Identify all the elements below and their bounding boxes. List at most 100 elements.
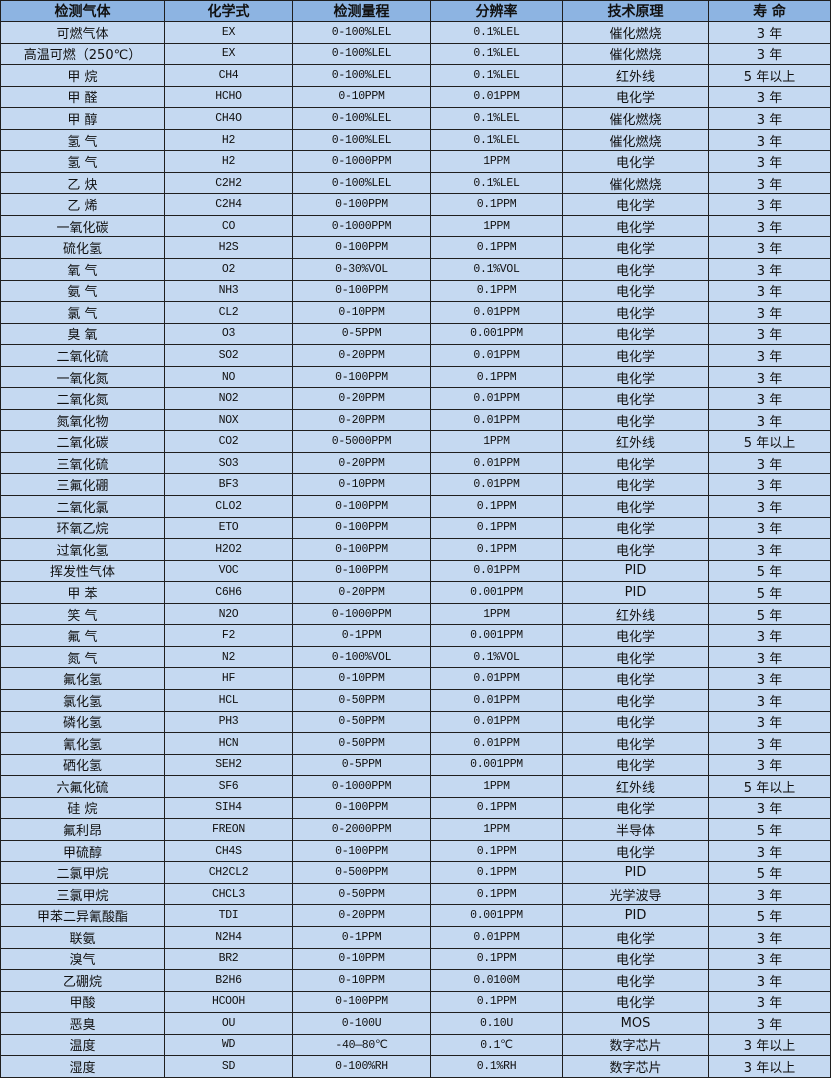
- range-cell: 0-100%LEL: [292, 42, 431, 66]
- table-row: 甲苯二异氰酸酯 TDI 0-20PPM 0.001PPM PID 5 年: [0, 904, 831, 927]
- lifespan-cell: 3 年以上: [708, 1033, 831, 1057]
- principle-cell: 半导体: [562, 818, 709, 841]
- formula-cell: H2S: [164, 236, 293, 260]
- lifespan-cell: 3 年: [708, 42, 831, 66]
- gas-cell: 过氧化氢: [0, 538, 165, 561]
- lifespan-cell: 3 年: [708, 688, 831, 712]
- resolution-cell: 0.001PPM: [430, 624, 563, 647]
- formula-cell: NO: [164, 365, 293, 389]
- lifespan-cell: 5 年: [708, 559, 831, 583]
- gas-cell: 氮 气: [0, 645, 165, 669]
- resolution-cell: 0.1PPM: [430, 947, 563, 971]
- formula-cell: VOC: [164, 559, 293, 583]
- range-cell: 0-100PPM: [292, 495, 431, 518]
- range-cell: 0-5PPM: [292, 753, 431, 777]
- gas-cell: 氨 气: [0, 279, 165, 303]
- range-cell: 0-100%LEL: [292, 21, 431, 44]
- range-cell: 0-1PPM: [292, 624, 431, 647]
- gas-cell: 二氧化碳: [0, 430, 165, 453]
- table-row: 氧 气 O2 0-30%VOL 0.1%VOL 电化学 3 年: [0, 258, 831, 281]
- lifespan-cell: 3 年: [708, 1012, 831, 1035]
- principle-cell: 催化燃烧: [562, 21, 709, 44]
- table-body: 可燃气体 EX 0-100%LEL 0.1%LEL 催化燃烧 3 年高温可燃（250℃） E…: [0, 21, 831, 1078]
- formula-cell: TDI: [164, 904, 293, 927]
- table-row: 温度 WD -40—80℃ 0.1℃ 数字芯片 3 年以上: [0, 1033, 831, 1057]
- range-cell: 0-100PPM: [292, 193, 431, 216]
- resolution-cell: 0.01PPM: [430, 473, 563, 497]
- principle-cell: 催化燃烧: [562, 128, 709, 152]
- resolution-cell: 0.1PPM: [430, 365, 563, 389]
- lifespan-cell: 5 年: [708, 861, 831, 884]
- principle-cell: 电化学: [562, 969, 709, 992]
- lifespan-cell: 5 年: [708, 904, 831, 927]
- gas-cell: 二氯甲烷: [0, 861, 165, 884]
- resolution-cell: 1PPM: [430, 775, 563, 798]
- range-cell: 0-1000PPM: [292, 150, 431, 173]
- principle-cell: 电化学: [562, 301, 709, 324]
- lifespan-cell: 3 年: [708, 193, 831, 216]
- table-row: 硒化氢 SEH2 0-5PPM 0.001PPM 电化学 3 年: [0, 753, 831, 777]
- principle-cell: 电化学: [562, 839, 709, 863]
- principle-cell: 电化学: [562, 451, 709, 475]
- gas-cell: 氯化氢: [0, 688, 165, 712]
- principle-cell: 电化学: [562, 516, 709, 540]
- table-row: 氢 气 H2 0-100%LEL 0.1%LEL 催化燃烧 3 年: [0, 128, 831, 152]
- table-row: 氰化氢 HCN 0-50PPM 0.01PPM 电化学 3 年: [0, 732, 831, 755]
- gas-cell: 乙 烯: [0, 193, 165, 216]
- lifespan-cell: 5 年以上: [708, 775, 831, 798]
- lifespan-cell: 3 年: [708, 365, 831, 389]
- lifespan-cell: 3 年: [708, 451, 831, 475]
- range-cell: 0-2000PPM: [292, 818, 431, 841]
- resolution-cell: 0.1PPM: [430, 882, 563, 906]
- resolution-cell: 0.10U: [430, 1012, 563, 1035]
- principle-cell: PID: [562, 904, 709, 927]
- principle-cell: 电化学: [562, 710, 709, 734]
- table-row: 乙 烯 C2H4 0-100PPM 0.1PPM 电化学 3 年: [0, 193, 831, 216]
- principle-cell: 电化学: [562, 322, 709, 346]
- principle-cell: 电化学: [562, 473, 709, 497]
- formula-cell: O2: [164, 258, 293, 281]
- principle-cell: 电化学: [562, 645, 709, 669]
- formula-cell: O3: [164, 322, 293, 346]
- table-header: 检测气体 化学式 检测量程 分辨率 技术原理 寿 命: [0, 0, 831, 22]
- formula-cell: NO2: [164, 387, 293, 410]
- header-formula: 化学式: [164, 0, 293, 22]
- range-cell: 0-100U: [292, 1012, 431, 1035]
- formula-cell: HCL: [164, 688, 293, 712]
- range-cell: 0-50PPM: [292, 710, 431, 734]
- gas-cell: 硒化氢: [0, 753, 165, 777]
- lifespan-cell: 3 年: [708, 516, 831, 540]
- header-range: 检测量程: [292, 0, 431, 22]
- table-row: 二氯甲烷 CH2CL2 0-500PPM 0.1PPM PID 5 年: [0, 861, 831, 884]
- table-row: 硅 烷 SIH4 0-100PPM 0.1PPM 电化学 3 年: [0, 796, 831, 820]
- resolution-cell: 0.1PPM: [430, 279, 563, 303]
- lifespan-cell: 3 年: [708, 279, 831, 303]
- formula-cell: WD: [164, 1033, 293, 1057]
- range-cell: 0-50PPM: [292, 688, 431, 712]
- lifespan-cell: 3 年: [708, 645, 831, 669]
- lifespan-cell: 3 年: [708, 732, 831, 755]
- formula-cell: BF3: [164, 473, 293, 497]
- table-row: 氯 气 CL2 0-10PPM 0.01PPM 电化学 3 年: [0, 301, 831, 324]
- principle-cell: 催化燃烧: [562, 42, 709, 66]
- resolution-cell: 0.1PPM: [430, 861, 563, 884]
- table-row: 挥发性气体 VOC 0-100PPM 0.01PPM PID 5 年: [0, 559, 831, 583]
- table-row: 二氧化碳 CO2 0-5000PPM 1PPM 红外线 5 年以上: [0, 430, 831, 453]
- resolution-cell: 0.1PPM: [430, 236, 563, 260]
- principle-cell: 电化学: [562, 925, 709, 949]
- table-row: 氯化氢 HCL 0-50PPM 0.01PPM 电化学 3 年: [0, 688, 831, 712]
- lifespan-cell: 3 年: [708, 839, 831, 863]
- table-row: 氮 气 N2 0-100%VOL 0.1%VOL 电化学 3 年: [0, 645, 831, 669]
- range-cell: 0-100PPM: [292, 990, 431, 1014]
- formula-cell: H2: [164, 128, 293, 152]
- lifespan-cell: 3 年: [708, 128, 831, 152]
- table-row: 磷化氢 PH3 0-50PPM 0.01PPM 电化学 3 年: [0, 710, 831, 734]
- range-cell: -40—80℃: [292, 1033, 431, 1057]
- resolution-cell: 0.1PPM: [430, 516, 563, 540]
- range-cell: 0-20PPM: [292, 451, 431, 475]
- resolution-cell: 1PPM: [430, 602, 563, 626]
- range-cell: 0-100%LEL: [292, 64, 431, 87]
- gas-cell: 氯 气: [0, 301, 165, 324]
- lifespan-cell: 3 年: [708, 947, 831, 971]
- table-row: 过氧化氢 H2O2 0-100PPM 0.1PPM 电化学 3 年: [0, 538, 831, 561]
